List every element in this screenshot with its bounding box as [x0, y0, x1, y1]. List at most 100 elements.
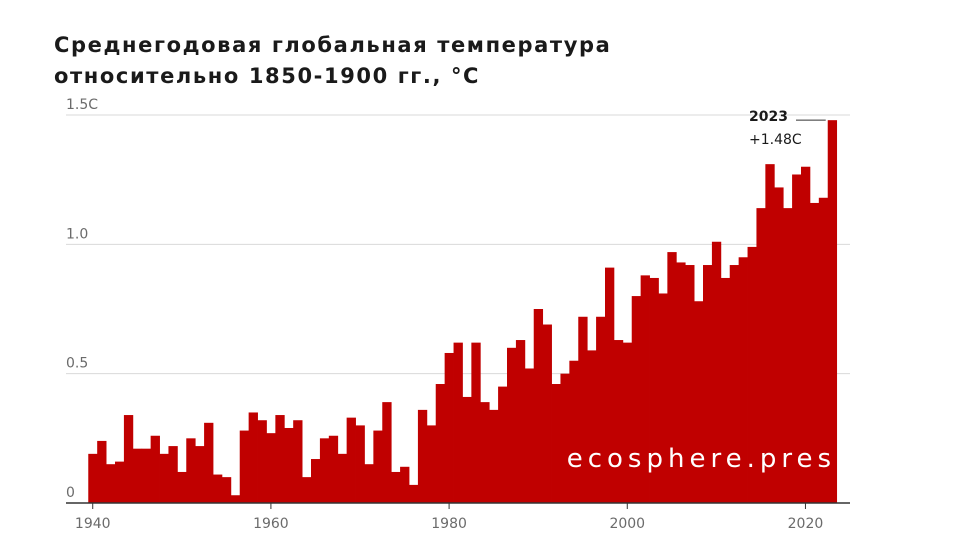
bar-1983 — [471, 342, 481, 503]
bar-2012 — [729, 265, 740, 503]
bar-2020 — [801, 166, 811, 504]
bar-1975 — [400, 466, 410, 503]
x-tick-label: 1960 — [253, 516, 289, 532]
x-tick-label: 2000 — [609, 516, 645, 532]
bar-1961 — [275, 415, 285, 503]
bar-1981 — [453, 342, 463, 503]
y-tick-label: 1.5C — [66, 97, 98, 113]
bar-1996 — [587, 350, 597, 503]
bar-2016 — [765, 164, 775, 503]
bar-1990 — [533, 309, 544, 503]
bar-1951 — [186, 438, 196, 503]
bar-2023 — [827, 120, 838, 504]
bar-1967 — [328, 435, 339, 503]
x-axis-ticks: 1940 1960 1980 2000 2020 — [75, 503, 823, 532]
bar-1995 — [578, 316, 588, 503]
bar-1943 — [115, 461, 125, 503]
bar-1966 — [319, 438, 330, 503]
bar-1985 — [489, 409, 499, 503]
y-tick-labels: 0 0.5 1.0 1.5C — [66, 97, 98, 501]
bar-1957 — [239, 430, 250, 503]
bar-1947 — [150, 435, 160, 503]
bar-1988 — [515, 340, 526, 503]
bar-2019 — [792, 174, 802, 504]
bar-1942 — [106, 464, 116, 503]
bar-2003 — [649, 277, 659, 503]
bar-2002 — [640, 275, 650, 503]
bar-2005 — [667, 252, 677, 503]
bar-1964 — [302, 477, 312, 503]
bar-2009 — [703, 265, 713, 503]
bar-2015 — [756, 208, 766, 503]
bar-1946 — [141, 448, 152, 503]
bar-2014 — [747, 246, 757, 504]
bar-1958 — [248, 412, 258, 503]
bar-2008 — [694, 301, 704, 503]
bar-1952 — [195, 446, 205, 503]
bar-1984 — [480, 402, 490, 503]
y-tick-label: 1.0 — [66, 226, 88, 242]
bar-1944 — [123, 415, 134, 503]
bar-1972 — [373, 430, 383, 503]
bar-2010 — [711, 241, 722, 503]
bar-1999 — [613, 340, 624, 503]
bar-2004 — [658, 293, 668, 503]
bar-1986 — [498, 386, 508, 503]
annotation-year: 2023 — [749, 109, 788, 125]
bar-1959 — [257, 420, 267, 503]
bar-1994 — [569, 360, 579, 503]
watermark-text: ecosphere.pres — [567, 444, 836, 474]
bar-1977 — [417, 409, 428, 503]
bar-1953 — [204, 422, 214, 503]
bar-1978 — [426, 425, 437, 503]
bar-1950 — [177, 471, 187, 503]
chart-title: Среднегодовая глобальная температура отн… — [54, 30, 611, 92]
bar-2001 — [631, 296, 642, 503]
bar-1971 — [364, 464, 374, 503]
bar-1940 — [88, 453, 98, 503]
bar-1997 — [596, 316, 606, 503]
bar-2017 — [774, 187, 784, 503]
bar-1979 — [435, 384, 446, 503]
bar-1949 — [168, 446, 178, 503]
bar-1955 — [221, 477, 232, 503]
bar-1982 — [462, 396, 472, 503]
bar-1956 — [230, 495, 241, 503]
bar-2013 — [738, 257, 748, 503]
bar-1992 — [551, 384, 561, 503]
bar-1991 — [542, 324, 552, 503]
bar-1954 — [213, 474, 223, 503]
bar-1976 — [409, 484, 419, 503]
chart-title-line-1: Среднегодовая глобальная температура — [54, 33, 612, 57]
bar-1963 — [293, 420, 303, 503]
bar-1941 — [97, 440, 107, 503]
y-tick-label: 0.5 — [66, 356, 88, 372]
bar-2000 — [622, 342, 633, 503]
y-tick-label: 0 — [66, 485, 75, 501]
x-tick-label: 1980 — [431, 516, 467, 532]
chart-title-line-2: относительно 1850-1900 гг., °C — [54, 64, 481, 88]
bar-1969 — [346, 417, 356, 503]
bar-2018 — [783, 208, 793, 503]
bar-1945 — [132, 448, 143, 503]
bar-2022 — [818, 197, 829, 503]
bar-1968 — [337, 453, 348, 503]
x-tick-label: 2020 — [788, 516, 824, 532]
bar-1998 — [605, 267, 615, 503]
annotation-value: +1.48C — [749, 132, 802, 148]
bar-1993 — [560, 373, 570, 503]
bar-1960 — [266, 433, 276, 503]
annotation: 2023 +1.48C — [749, 109, 826, 148]
bar-1948 — [159, 453, 169, 503]
bar-1962 — [284, 427, 294, 503]
bar-2006 — [676, 262, 686, 503]
bar-1989 — [524, 368, 535, 503]
bar-1973 — [382, 402, 392, 503]
x-tick-label: 1940 — [75, 516, 111, 532]
bar-1965 — [311, 459, 321, 503]
bar-1970 — [355, 425, 365, 503]
bar-1974 — [391, 471, 401, 503]
bars — [88, 120, 838, 504]
bar-1987 — [507, 347, 517, 503]
